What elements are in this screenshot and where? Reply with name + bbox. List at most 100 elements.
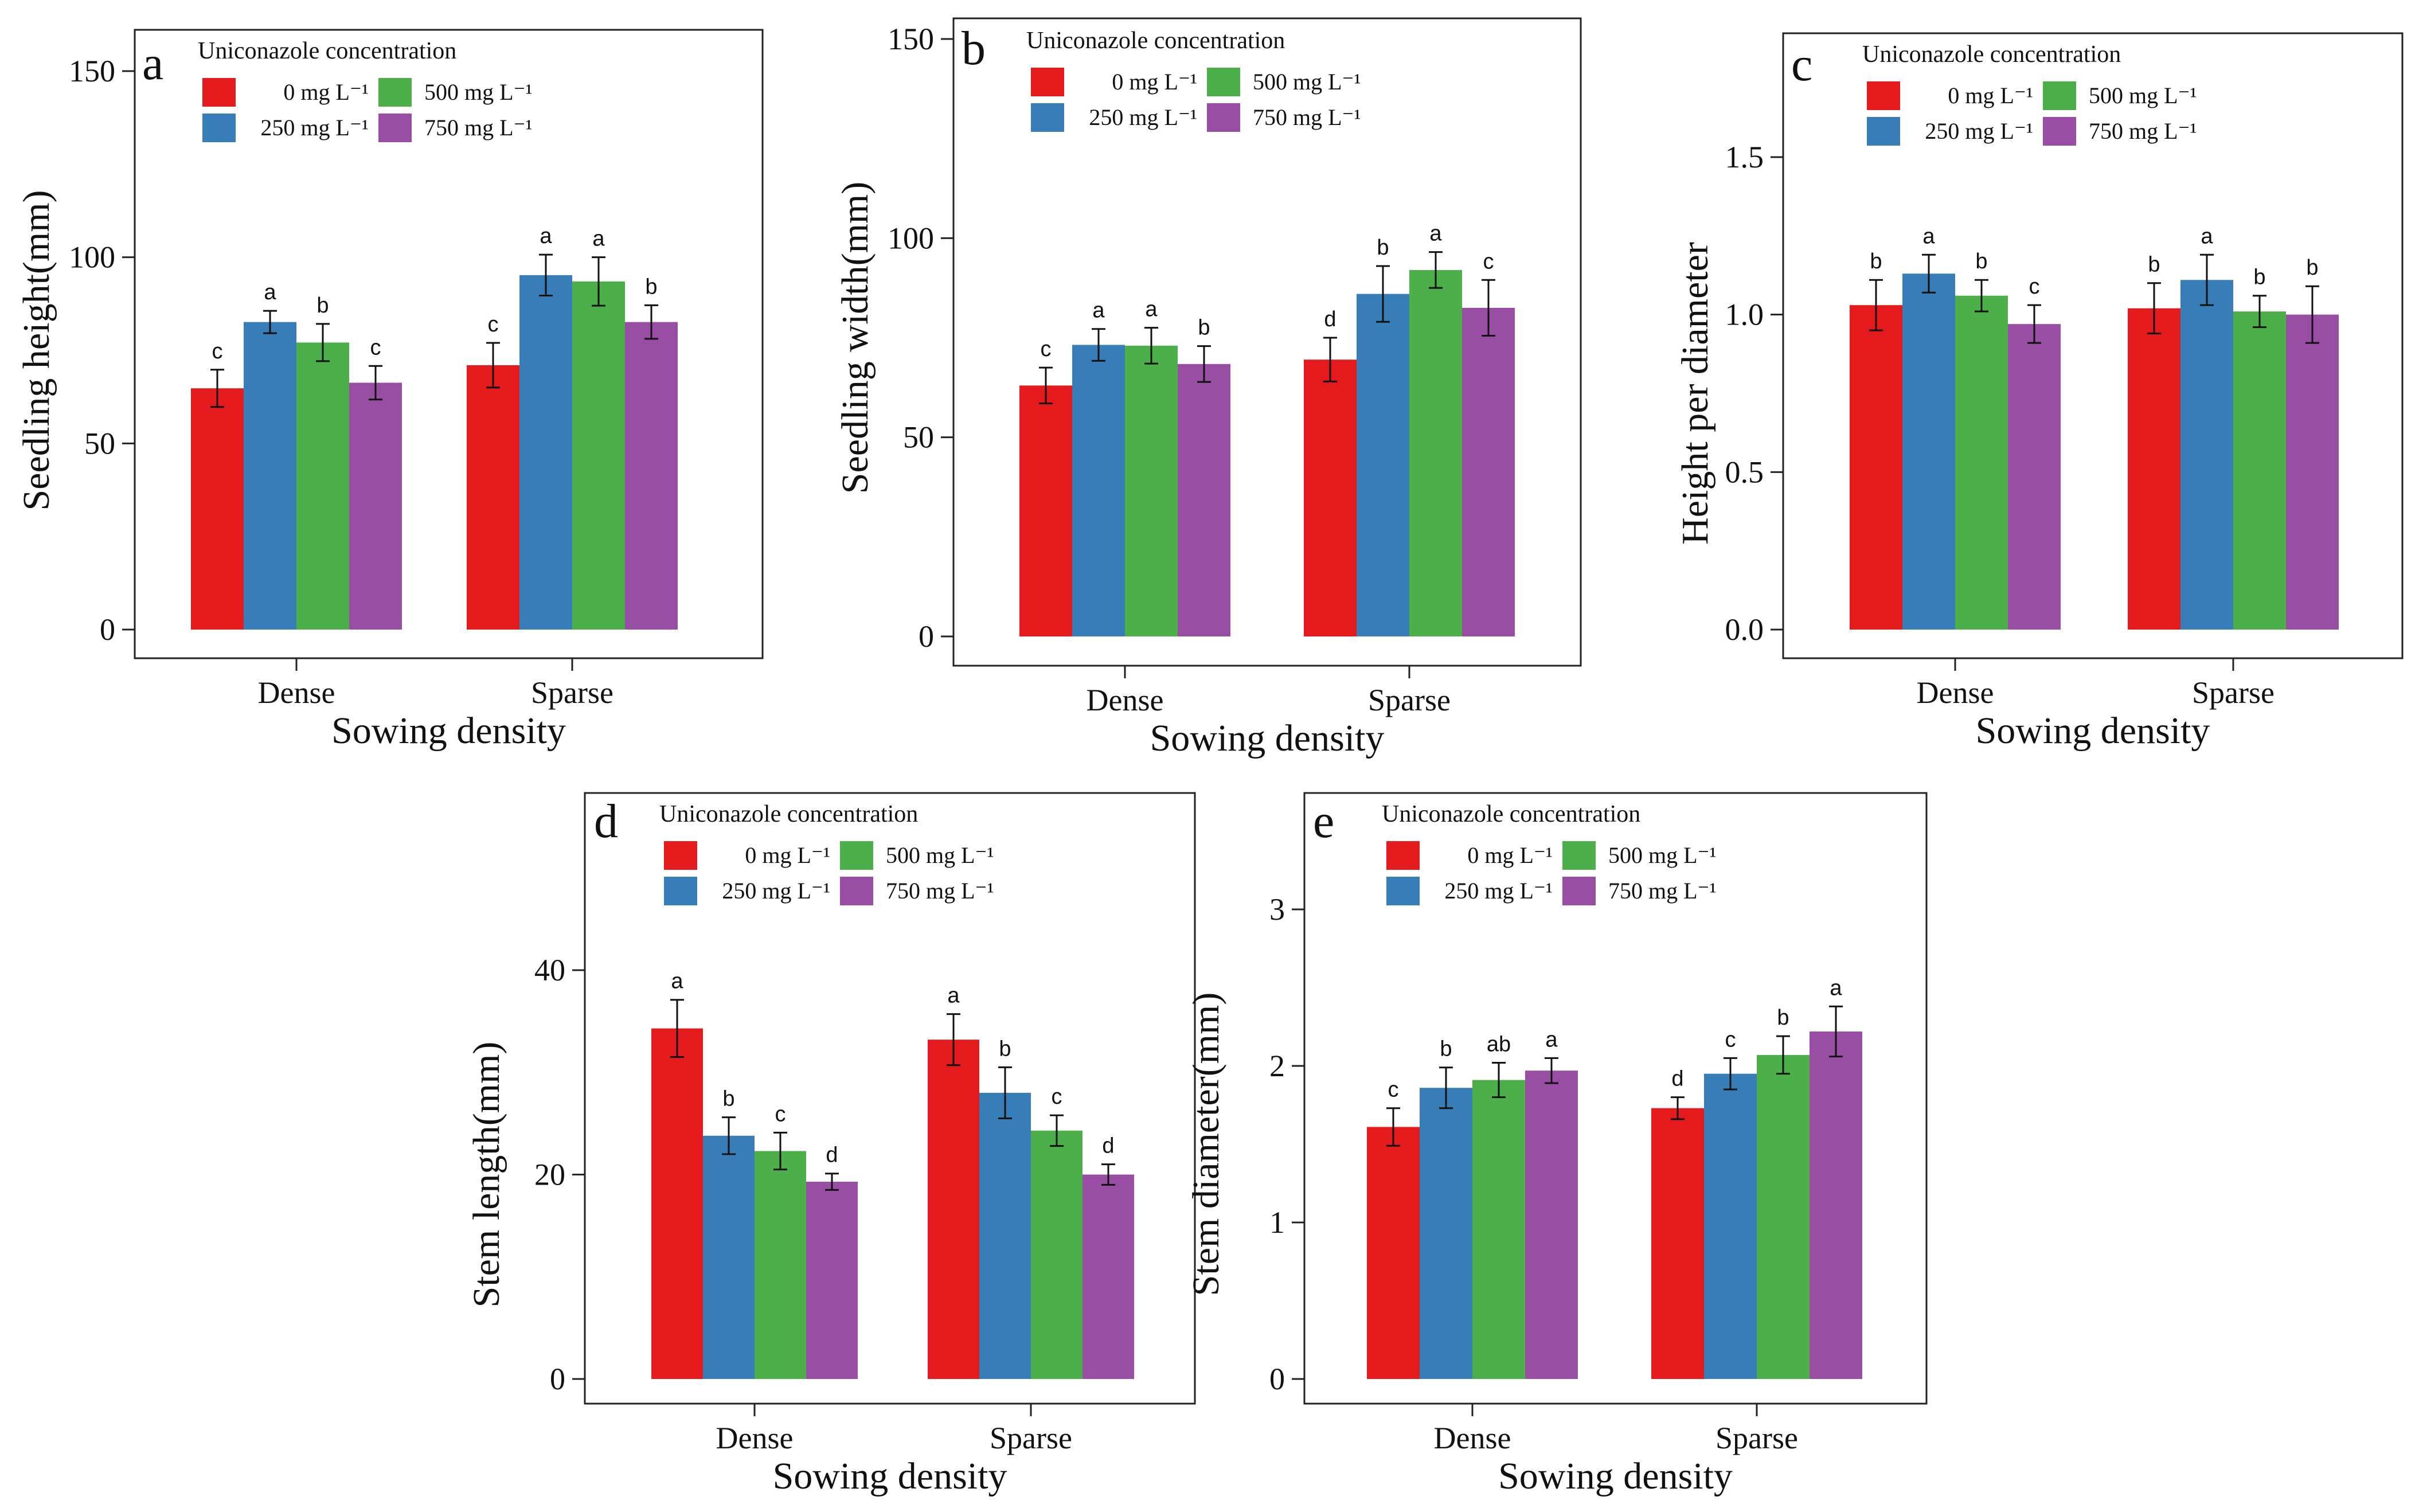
significance-letter: c: [1041, 337, 1052, 361]
legend-swatch-3: [1207, 103, 1240, 132]
legend-label-2: 500 mg L⁻¹: [1253, 69, 1361, 95]
bar-dense-series-0: [651, 1028, 703, 1379]
x-tick-label: Sparse: [1715, 1421, 1798, 1455]
bar-sparse-series-3: [1810, 1031, 1862, 1379]
legend-label-1: 250 mg L⁻¹: [722, 878, 830, 904]
y-tick-label: 100: [69, 240, 115, 275]
significance-letter: b: [722, 1087, 734, 1111]
legend-label-1: 250 mg L⁻¹: [1089, 104, 1197, 130]
bar-dense-series-3: [349, 382, 402, 630]
bar-dense-series-2: [755, 1151, 806, 1379]
bar-dense-series-0: [1019, 385, 1072, 636]
y-tick-label: 50: [84, 426, 115, 460]
bar-sparse-series-2: [1409, 269, 1462, 636]
y-tick-label: 40: [534, 953, 565, 987]
bar-sparse-series-3: [1462, 307, 1515, 636]
bar-dense-series-3: [1525, 1070, 1578, 1379]
x-tick-label: Dense: [1917, 675, 1994, 710]
bar-dense-series-1: [703, 1135, 755, 1379]
significance-letter: b: [1975, 249, 1987, 274]
significance-letter: c: [488, 312, 499, 337]
significance-letter: d: [1102, 1134, 1114, 1158]
significance-letter: ab: [1487, 1033, 1511, 1057]
bar-sparse-series-2: [1031, 1130, 1083, 1379]
significance-letter: a: [264, 280, 276, 304]
bar-dense-series-1: [1902, 274, 1955, 630]
legend-label-0: 0 mg L⁻¹: [745, 842, 830, 868]
x-axis-label: Sowing density: [773, 1455, 1007, 1497]
bar-dense-series-0: [1850, 305, 1902, 630]
y-tick-label: 50: [903, 420, 934, 455]
bar-sparse-series-0: [928, 1040, 979, 1379]
bar-dense-series-1: [1072, 345, 1125, 636]
x-axis-label: Sowing density: [331, 710, 566, 752]
significance-letter: a: [1830, 976, 1842, 1000]
y-tick-label: 150: [888, 22, 934, 56]
bar-sparse-series-3: [625, 322, 678, 630]
significance-letter: b: [1870, 249, 1882, 274]
y-tick-label: 1: [1269, 1205, 1285, 1240]
significance-letter: b: [2253, 265, 2265, 290]
legend: Uniconazole concentration 0 mg L⁻¹ 500 mg …: [1862, 41, 2197, 146]
x-axis-label: Sowing density: [1498, 1455, 1733, 1497]
legend-title: Uniconazole concentration: [1862, 41, 2121, 68]
y-axis-label: Seedling width(mm): [834, 182, 876, 494]
y-tick-label: 0: [1269, 1362, 1285, 1396]
legend-label-3: 750 mg L⁻¹: [424, 115, 533, 140]
x-tick-label: Sparse: [2192, 675, 2275, 710]
bar-dense-series-0: [1367, 1127, 1420, 1379]
y-tick-label: 0.0: [1725, 612, 1764, 647]
legend: Uniconazole concentration 0 mg L⁻¹ 500 mg …: [1026, 28, 1361, 132]
significance-letter: a: [1545, 1027, 1558, 1052]
legend-label-1: 250 mg L⁻¹: [1444, 878, 1553, 904]
significance-letter: b: [1198, 316, 1210, 340]
bar-dense-series-2: [296, 342, 349, 630]
legend: Uniconazole concentration 0 mg L⁻¹ 500 mg …: [198, 38, 533, 142]
bar-dense-series-2: [1125, 345, 1178, 636]
legend-label-2: 500 mg L⁻¹: [424, 79, 533, 105]
significance-letter: b: [316, 294, 329, 318]
panel-label: a: [142, 37, 163, 90]
significance-letter: d: [1324, 307, 1336, 331]
plot-frame: [584, 792, 1196, 1405]
legend-label-0: 0 mg L⁻¹: [283, 79, 369, 105]
legend-swatch-0: [202, 78, 236, 107]
significance-letter: b: [1440, 1037, 1452, 1061]
x-tick-label: Sparse: [990, 1421, 1072, 1455]
bar-sparse-series-3: [2286, 314, 2339, 630]
significance-letter: a: [2201, 224, 2213, 248]
bar-sparse-series-1: [2180, 280, 2233, 630]
bar-sparse-series-1: [519, 275, 572, 630]
panel-label: c: [1791, 38, 1812, 91]
significance-letter: c: [1483, 249, 1494, 274]
significance-letter: c: [212, 339, 223, 364]
legend-label-3: 750 mg L⁻¹: [1253, 104, 1361, 130]
y-tick-label: 1.0: [1725, 298, 1764, 332]
bar-sparse-series-0: [467, 365, 519, 630]
legend-label-0: 0 mg L⁻¹: [1112, 69, 1197, 95]
bar-sparse-series-0: [1651, 1108, 1704, 1379]
panel-d: d 0 20 40 Stem length(mm) a b c d Dense a b c d Sparse…: [466, 792, 1196, 1497]
y-tick-label: 100: [888, 221, 934, 255]
legend-swatch-2: [840, 841, 873, 870]
bar-sparse-series-3: [1083, 1174, 1134, 1379]
bar-sparse-series-0: [2128, 308, 2180, 630]
legend: Uniconazole concentration 0 mg L⁻¹ 500 mg …: [1382, 801, 1717, 905]
panel-a: a 0 50 100 150 Seedling height(mm) c a b c Dense c a…: [15, 29, 764, 752]
bar-sparse-series-2: [1757, 1054, 1810, 1379]
y-axis-label: Stem length(mm): [466, 1042, 507, 1308]
significance-letter: b: [645, 275, 657, 299]
legend-label-0: 0 mg L⁻¹: [1948, 83, 2033, 108]
bar-sparse-series-1: [1357, 294, 1409, 636]
y-tick-label: 0.5: [1725, 455, 1764, 489]
significance-letter: b: [1777, 1006, 1789, 1030]
legend-swatch-0: [1031, 68, 1064, 96]
bar-sparse-series-0: [1304, 360, 1357, 636]
legend-title: Uniconazole concentration: [1382, 801, 1640, 827]
legend-title: Uniconazole concentration: [198, 38, 456, 64]
bar-sparse-series-2: [2233, 311, 2286, 630]
significance-letter: a: [1922, 224, 1935, 248]
legend-swatch-3: [840, 877, 873, 905]
significance-letter: b: [2148, 253, 2160, 277]
plot-frame: [952, 17, 1582, 667]
